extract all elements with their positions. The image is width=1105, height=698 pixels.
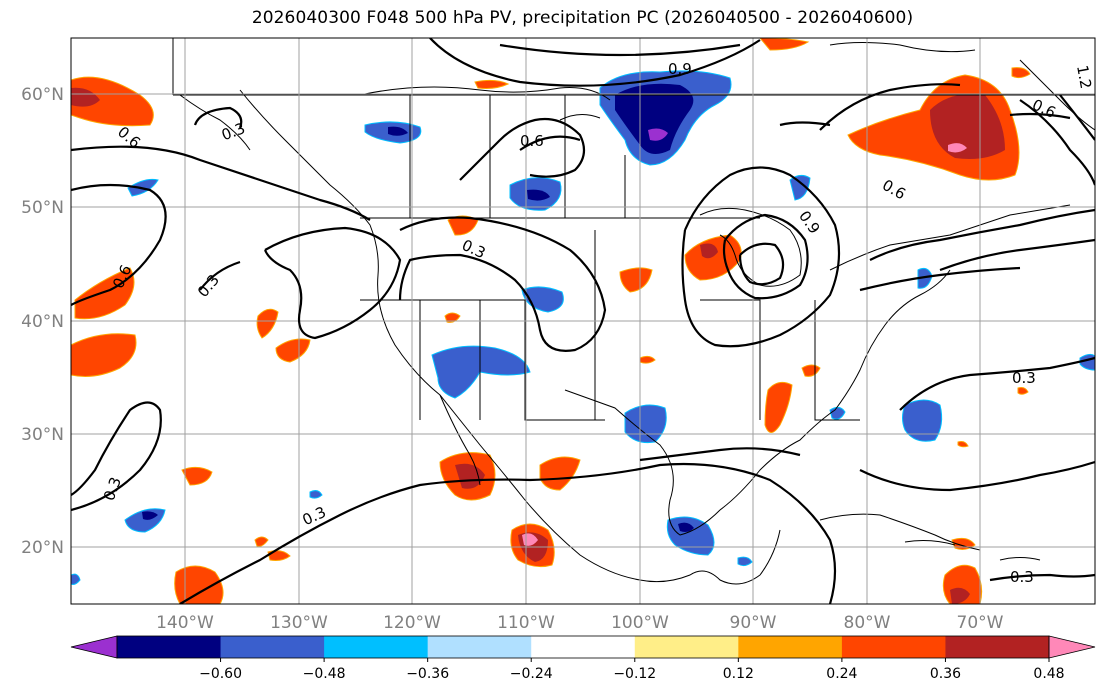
colorbar-segment — [324, 636, 429, 658]
colorbar-segment — [531, 636, 636, 658]
colorbar-segment — [220, 636, 325, 658]
colorbar-segment — [117, 636, 222, 658]
colorbar-segment — [634, 636, 739, 658]
lat-label: 20°N — [21, 538, 64, 558]
colorbar-tick-labels: −0.60 −0.48 −0.36 −0.24 −0.12 0.12 0.24 0.36 0.4… — [199, 658, 1065, 682]
lat-label: 40°N — [21, 312, 64, 332]
colorbar-segment — [427, 636, 532, 658]
precip-anomaly-shading — [71, 38, 1095, 604]
map-frame — [70, 37, 1096, 605]
lon-label: 140°W — [156, 613, 214, 633]
colorbar-outline — [116, 635, 1050, 659]
colorbar-tick-label: −0.24 — [510, 666, 553, 682]
colorbar-tick-label: 0.48 — [1033, 666, 1064, 682]
coastlines-and-borders — [172, 38, 1095, 585]
colorbar-tick-label: −0.60 — [199, 666, 242, 682]
latitude-labels: 60°N 50°N 40°N 30°N 20°N — [21, 85, 64, 558]
colorbar-tick-label: 0.36 — [930, 666, 961, 682]
pv-contours — [71, 38, 1095, 604]
colorbar-extend-high — [1048, 635, 1096, 659]
lon-label: 90°W — [730, 613, 777, 633]
longitude-labels: 140°W 130°W 120°W 110°W 100°W 90°W 80°W … — [156, 613, 1004, 633]
colorbar-segment — [841, 636, 946, 658]
lon-label: 130°W — [270, 613, 328, 633]
colorbar-tick-label: 0.24 — [826, 666, 857, 682]
lon-label: 100°W — [611, 613, 669, 633]
map-gridlines — [71, 38, 1095, 604]
colorbar-segment — [945, 636, 1050, 658]
colorbar — [70, 635, 1096, 659]
lon-label: 110°W — [497, 613, 555, 633]
lat-label: 50°N — [21, 198, 64, 218]
contour-label: 0.3 — [1010, 568, 1034, 586]
contour-label: 0.9 — [668, 60, 692, 78]
colorbar-extend-low — [70, 635, 118, 659]
lon-label: 120°W — [383, 613, 441, 633]
lat-label: 30°N — [21, 425, 64, 445]
map-title: 2026040300 F048 500 hPa PV, precipitatio… — [251, 8, 914, 28]
colorbar-tick-label: 0.12 — [723, 666, 754, 682]
colorbar-tick-label: −0.48 — [303, 666, 346, 682]
contour-label: 0.6 — [520, 132, 544, 150]
lon-label: 80°W — [844, 613, 891, 633]
colorbar-segment — [738, 636, 843, 658]
lon-label: 70°W — [957, 613, 1004, 633]
lat-label: 60°N — [21, 85, 64, 105]
colorbar-tick-label: −0.12 — [613, 666, 656, 682]
contour-label: 0.3 — [1012, 369, 1036, 387]
colorbar-tick-label: −0.36 — [406, 666, 449, 682]
contour-label: 1.2 — [1073, 64, 1095, 91]
